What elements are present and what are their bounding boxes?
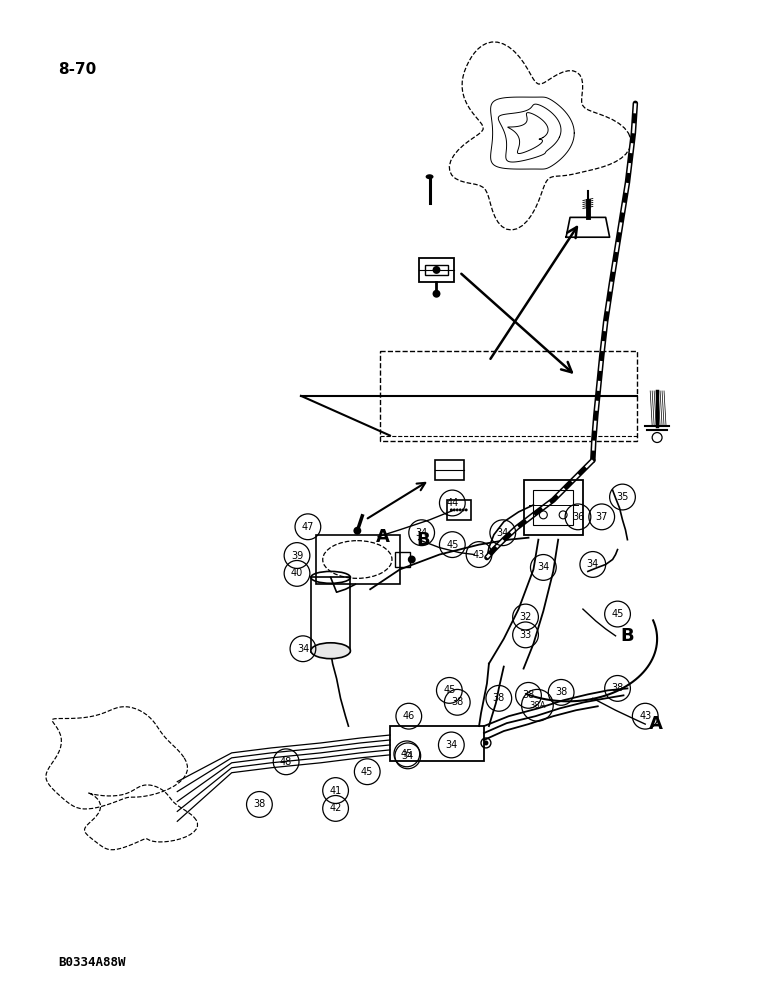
Text: 45: 45 bbox=[446, 540, 459, 550]
Text: B: B bbox=[621, 627, 634, 645]
Text: 38: 38 bbox=[612, 683, 624, 693]
Text: 39: 39 bbox=[291, 551, 303, 561]
Text: 34: 34 bbox=[416, 528, 427, 538]
Bar bbox=[434, 460, 464, 480]
Circle shape bbox=[433, 266, 441, 274]
Text: A: A bbox=[649, 715, 663, 733]
Bar bbox=[534, 490, 573, 525]
Circle shape bbox=[465, 508, 468, 511]
Text: 38: 38 bbox=[493, 693, 505, 703]
Circle shape bbox=[462, 508, 465, 511]
Ellipse shape bbox=[426, 174, 434, 179]
Text: 45: 45 bbox=[361, 767, 374, 777]
Text: 47: 47 bbox=[302, 522, 314, 532]
Circle shape bbox=[353, 527, 361, 535]
Bar bbox=[311, 577, 350, 652]
Circle shape bbox=[459, 508, 462, 511]
Text: 45: 45 bbox=[401, 749, 413, 759]
Bar bbox=[523, 480, 583, 535]
Ellipse shape bbox=[311, 643, 350, 659]
Text: A: A bbox=[376, 528, 390, 546]
Text: 44: 44 bbox=[446, 498, 459, 508]
Bar bbox=[380, 351, 637, 440]
Text: 38A: 38A bbox=[529, 701, 546, 710]
Circle shape bbox=[408, 556, 416, 563]
Text: 38: 38 bbox=[555, 687, 567, 697]
Bar bbox=[419, 258, 454, 282]
Text: B: B bbox=[417, 531, 431, 549]
Circle shape bbox=[433, 290, 441, 298]
Text: 36: 36 bbox=[572, 512, 584, 522]
Text: 34: 34 bbox=[297, 644, 309, 654]
Text: 32: 32 bbox=[519, 612, 532, 622]
Circle shape bbox=[453, 508, 456, 511]
Text: 41: 41 bbox=[329, 786, 342, 796]
Circle shape bbox=[484, 740, 488, 745]
Text: B0334A88W: B0334A88W bbox=[58, 956, 126, 969]
Circle shape bbox=[456, 508, 459, 511]
Bar bbox=[395, 552, 410, 567]
Text: 45: 45 bbox=[612, 609, 624, 619]
Text: 34: 34 bbox=[537, 562, 549, 572]
Text: 34: 34 bbox=[587, 559, 599, 569]
Bar bbox=[390, 726, 484, 761]
Text: 34: 34 bbox=[402, 751, 414, 761]
Circle shape bbox=[450, 508, 453, 511]
Text: 43: 43 bbox=[639, 711, 651, 721]
Bar bbox=[424, 265, 448, 275]
Text: 48: 48 bbox=[280, 757, 292, 767]
Text: 35: 35 bbox=[616, 492, 629, 502]
Text: 34: 34 bbox=[445, 740, 457, 750]
Text: 38: 38 bbox=[254, 799, 265, 809]
Text: 45: 45 bbox=[443, 685, 456, 695]
Text: 43: 43 bbox=[473, 550, 485, 560]
Bar bbox=[448, 500, 471, 520]
Text: 37: 37 bbox=[595, 512, 608, 522]
Text: 38: 38 bbox=[523, 690, 534, 700]
Text: 33: 33 bbox=[519, 630, 532, 640]
Text: 42: 42 bbox=[329, 803, 342, 813]
Text: 40: 40 bbox=[291, 568, 303, 578]
Text: 46: 46 bbox=[402, 711, 415, 721]
Bar bbox=[316, 535, 400, 584]
Text: 38: 38 bbox=[451, 697, 463, 707]
Text: 34: 34 bbox=[497, 528, 509, 538]
Text: 8-70: 8-70 bbox=[58, 62, 97, 77]
